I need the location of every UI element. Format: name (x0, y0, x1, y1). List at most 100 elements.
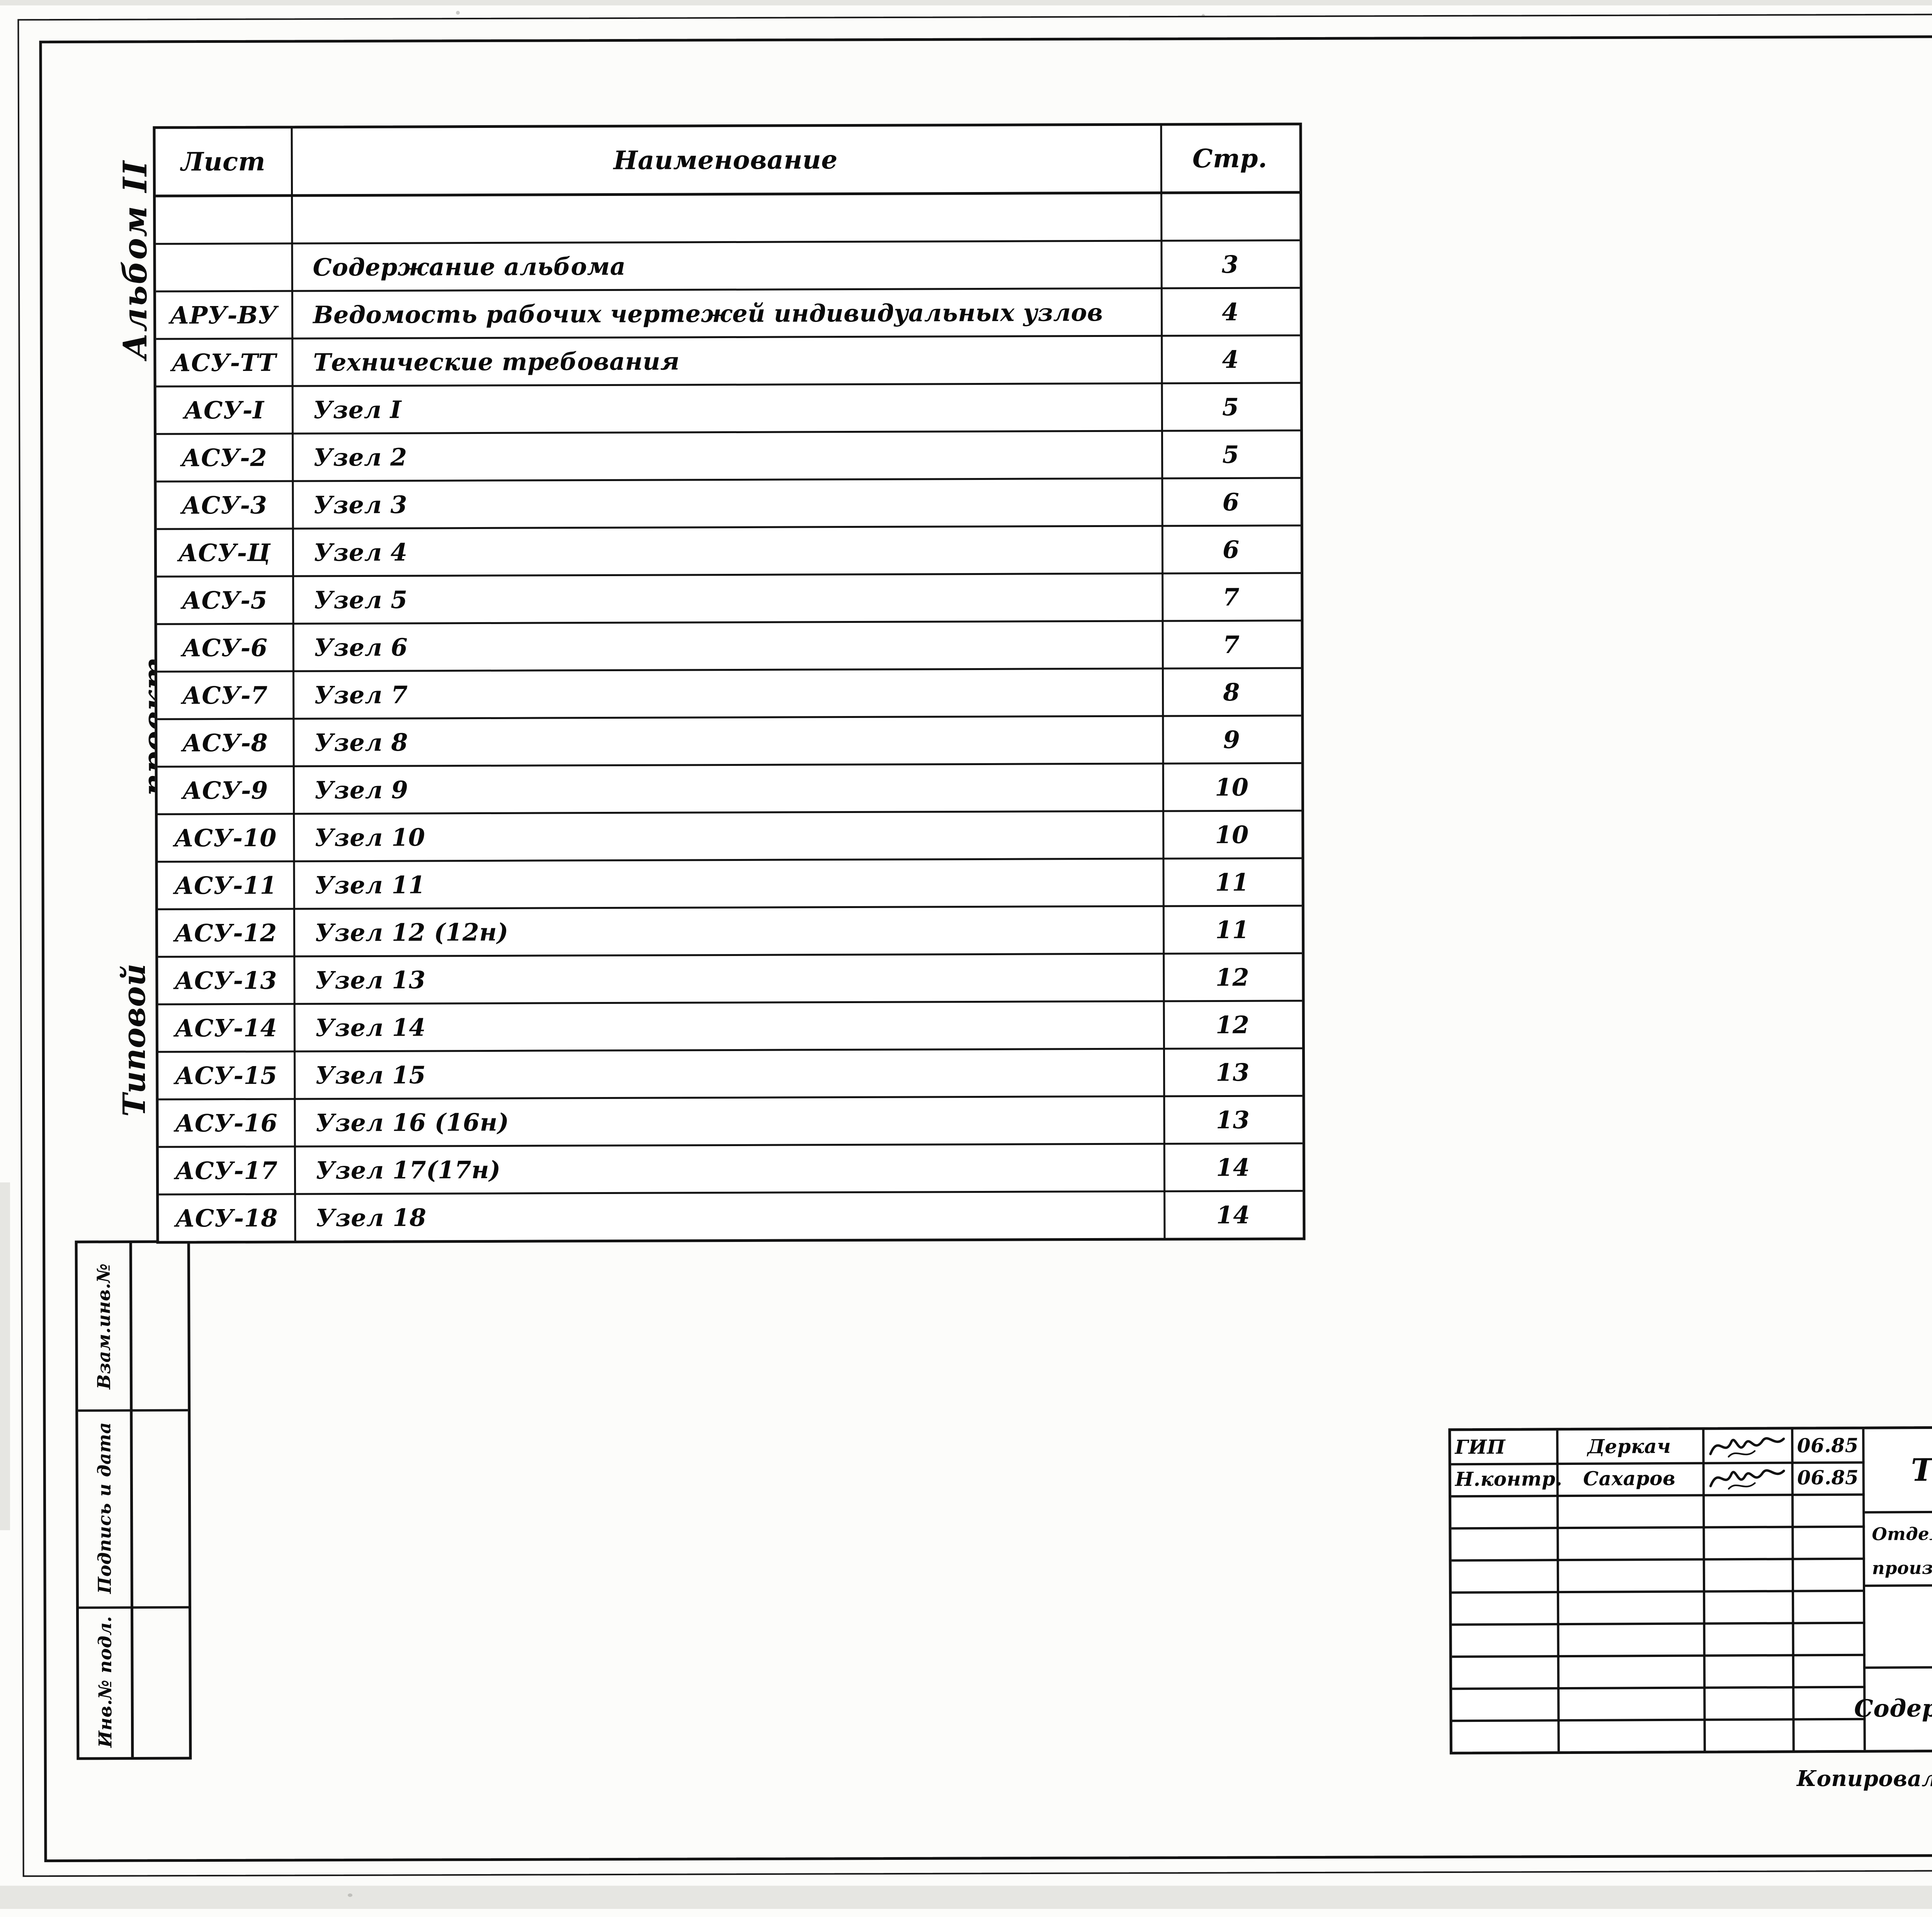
table-row: АСУ-15 Узел 15 13 (158, 1049, 1303, 1101)
cell-name-value: Узел 5 (314, 585, 408, 614)
cell-page-value: 4 (1222, 345, 1239, 374)
sig-name (1556, 1526, 1702, 1559)
cell-page: 8 (1162, 678, 1301, 706)
cell-name-value: Узел 10 (315, 823, 425, 852)
cell-sheet-value: АРУ-ВУ (170, 301, 278, 330)
title-block-main: ТП 812~1~71·86 Отделение сушки вороха вы… (1854, 1426, 1932, 1750)
sig-date (1791, 1526, 1865, 1558)
cell-sheet-value: АСУ-12 (174, 919, 277, 947)
cell-sheet: АРУ-ВУ (156, 301, 291, 329)
signature-icon (1709, 1437, 1785, 1458)
cell-sheet: АСУ-I (156, 396, 292, 424)
sig-date (1792, 1590, 1865, 1622)
table-row: АСУ-11 Узел 11 11 (158, 859, 1302, 910)
cell-sheet: АСУ-16 (158, 1109, 294, 1137)
contents-table: Лист Наименование Стр. Содержание альбом… (153, 122, 1306, 1244)
cell-name-value: Узел 13 (315, 965, 426, 994)
cell-name-value: Узел 11 (315, 870, 425, 899)
cell-page: 5 (1161, 440, 1300, 469)
stamp-cell-podpis-data: Подпись и дата (94, 1422, 115, 1594)
cell-name: Узел 18 (294, 1201, 1163, 1232)
table-row: АРУ-ВУ Ведомость рабочих чертежей индивид… (156, 289, 1300, 340)
cell-page: 6 (1161, 488, 1300, 516)
cell-sheet (156, 267, 291, 268)
stamp-cell-inv-podl: Инв.№ подл. (94, 1616, 116, 1748)
table-row: АСУ-2 Узел 2 5 (156, 431, 1301, 483)
cell-sheet: АСУ-14 (158, 1014, 294, 1042)
sig-signature (1702, 1430, 1791, 1462)
cell-name-value: Узел 3 (313, 490, 408, 519)
table-row: АСУ-16 Узел 16 (16н) 13 (158, 1097, 1303, 1148)
table-row: Содержание альбома 3 (156, 241, 1300, 293)
sig-name (1557, 1687, 1703, 1720)
cell-page-value: 12 (1216, 1010, 1250, 1039)
table-row: АСУ-17 Узел 17(17н) 14 (158, 1144, 1303, 1196)
cell-name: Узел 17(17н) (294, 1153, 1163, 1184)
cell-sheet-value: АСУ-14 (175, 1014, 277, 1043)
table-row (156, 194, 1300, 245)
album-label: Альбом II (116, 160, 154, 359)
cell-page: 7 (1162, 583, 1301, 611)
title-block-signature-grid: ГИП Деркач 06.85 Н.контр. Сахаров 06.85 (1451, 1429, 1866, 1752)
cell-name: Узел I (292, 393, 1161, 424)
table-row: АСУ-6 Узел 6 7 (157, 621, 1301, 673)
cell-page-value: 12 (1215, 963, 1250, 992)
dust-speck (1202, 14, 1205, 17)
sig-role (1452, 1559, 1557, 1591)
cell-sheet-value: АСУ-8 (182, 728, 268, 757)
table-row: АСУ-I Узел I 5 (156, 384, 1300, 435)
sig-role (1452, 1687, 1557, 1720)
header-cell-page: Стр. (1192, 143, 1267, 174)
cell-sheet-value: АСУ-15 (175, 1061, 277, 1090)
dust-speck (348, 1893, 352, 1897)
cell-page: 13 (1163, 1106, 1302, 1134)
drawing-code: ТП 812~1~71·86 (1864, 1426, 1932, 1514)
cell-name-value: Узел 9 (314, 776, 408, 804)
signature-rows: ГИП Деркач 06.85 Н.контр. Сахаров 06.85 (1451, 1429, 1866, 1722)
cell-sheet-value: АСУ-16 (175, 1109, 278, 1138)
cell-name: Узел 3 (292, 488, 1161, 519)
cell-sheet: АСУ-7 (157, 681, 293, 709)
cell-name-value: Узел 15 (315, 1060, 426, 1089)
sig-name (1557, 1558, 1703, 1591)
cell-page: 4 (1161, 345, 1300, 374)
table-row: АСУ-3 Узел 3 6 (156, 479, 1301, 530)
cell-name: Ведомость рабочих чертежей индивидуальны… (291, 298, 1161, 329)
cell-sheet-value: АСУ-ТТ (171, 348, 277, 377)
cell-sheet: АСУ-6 (157, 633, 293, 662)
sig-signature (1703, 1686, 1792, 1719)
cell-sheet: АСУ-17 (159, 1156, 294, 1185)
cell-page-value: 7 (1223, 583, 1240, 611)
cell-sheet: АСУ-8 (157, 728, 293, 757)
cell-page: 12 (1163, 963, 1302, 992)
cell-sheet-value: АСУ-18 (175, 1204, 278, 1233)
cell-sheet-value: АСУ-7 (182, 681, 268, 709)
cell-sheet-value: АСУ-11 (174, 871, 277, 900)
cell-page: 4 (1161, 298, 1300, 326)
object-name: Отделение сушки вороха высоковложных сем… (1865, 1510, 1932, 1587)
table-row: АСУ-7 Узел 7 8 (157, 669, 1301, 720)
cell-name-value: Узел 6 (314, 633, 408, 662)
cell-page-value: 6 (1222, 535, 1240, 564)
cell-sheet: АСУ-13 (158, 966, 293, 995)
cell-name-value: Узел 18 (316, 1203, 427, 1232)
cell-page-value: 3 (1221, 250, 1239, 279)
cell-page-value: 9 (1223, 725, 1240, 754)
cell-page: 6 (1162, 535, 1301, 564)
table-row: АСУ-ТТ Технические требования 4 (156, 336, 1300, 388)
cell-page: 11 (1163, 868, 1302, 896)
cell-page-value: 10 (1215, 773, 1249, 801)
sig-date (1791, 1493, 1865, 1526)
cell-page: 9 (1162, 725, 1301, 754)
sig-date (1792, 1654, 1866, 1686)
cell-name: Технические требования (291, 345, 1161, 376)
table-row: АСУ-14 Узел 14 12 (158, 1002, 1302, 1053)
sig-signature (1703, 1718, 1792, 1751)
cell-name-value: Ведомость рабочих чертежей индивидуальны… (313, 298, 1103, 329)
copied-by: Копировал Гадиева (1797, 1766, 1932, 1791)
table-body: Содержание альбома 3 АРУ-ВУ Ведомость рабоч… (156, 194, 1303, 1241)
cell-sheet-value: АСУ-3 (181, 491, 267, 519)
header-cell-sheet: Лист (181, 146, 266, 177)
cell-sheet-value: АСУ-10 (174, 823, 277, 852)
